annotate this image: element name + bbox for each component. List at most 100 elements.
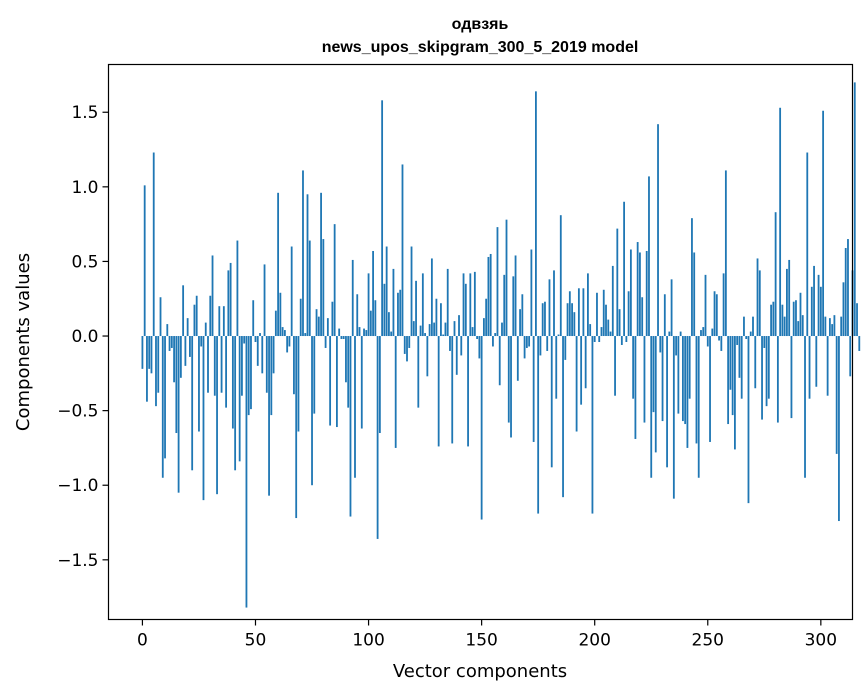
bar: [817, 274, 820, 337]
bar: [632, 336, 635, 399]
bar: [786, 268, 788, 337]
bar: [430, 258, 433, 337]
bar: [211, 255, 214, 337]
bar: [378, 336, 381, 434]
bar: [720, 336, 723, 351]
bar: [317, 316, 320, 337]
bar: [444, 322, 447, 337]
bar: [326, 318, 329, 337]
bar: [471, 327, 474, 337]
bar: [186, 318, 189, 337]
bar: [397, 292, 399, 337]
bar: [853, 82, 856, 337]
bar: [627, 291, 630, 337]
bar: [168, 336, 171, 351]
bar: [550, 336, 553, 468]
bar: [729, 336, 732, 390]
bar: [281, 327, 284, 337]
bar: [695, 336, 698, 444]
bar: [265, 336, 268, 393]
bar: [152, 152, 155, 337]
bar: [216, 336, 218, 495]
bar: [618, 309, 621, 337]
bar: [711, 328, 714, 337]
bar: [225, 336, 227, 408]
bar: [403, 336, 406, 354]
bar: [553, 270, 555, 337]
bar: [525, 336, 528, 348]
bar: [648, 176, 650, 337]
bar: [243, 336, 246, 344]
bar: [293, 336, 295, 395]
bar: [546, 336, 549, 351]
bar: [523, 336, 526, 359]
bar: [141, 336, 144, 369]
bar: [652, 336, 655, 413]
bar: [709, 336, 711, 442]
bar: [351, 259, 354, 337]
x-tick-label: 300: [805, 631, 837, 651]
bar: [731, 336, 734, 416]
bar: [756, 258, 759, 337]
bar: [754, 336, 757, 389]
bar: [311, 336, 313, 486]
bar: [453, 321, 456, 337]
bar: [399, 289, 402, 337]
bars: [141, 82, 861, 608]
bar: [657, 124, 659, 337]
bar: [143, 185, 146, 337]
bar: [808, 336, 811, 399]
chart-title-line1: одвзяь: [452, 16, 509, 33]
bar: [442, 334, 445, 337]
bar: [516, 336, 519, 381]
bar: [408, 336, 411, 348]
bar: [684, 336, 687, 425]
bar: [765, 336, 768, 407]
bar: [363, 328, 365, 337]
bar: [250, 336, 252, 410]
bar: [290, 246, 293, 337]
bar: [767, 336, 770, 399]
bar: [234, 336, 237, 471]
bar: [252, 300, 255, 337]
bar: [369, 310, 372, 337]
bar: [596, 292, 598, 337]
bar: [512, 276, 515, 337]
x-tick-label: 200: [578, 631, 610, 651]
bar: [173, 336, 175, 383]
bar: [451, 336, 454, 444]
bar: [238, 336, 241, 462]
bar: [283, 330, 286, 337]
bar: [749, 331, 752, 337]
bar: [575, 336, 578, 432]
bar: [356, 294, 359, 337]
bar: [345, 336, 347, 383]
bar: [198, 336, 200, 432]
bar: [591, 336, 594, 514]
bar: [376, 336, 379, 539]
bar: [833, 315, 836, 337]
bar: [166, 324, 169, 337]
bar: [589, 324, 592, 337]
bar: [747, 336, 750, 504]
bar: [704, 274, 707, 337]
bar: [236, 240, 239, 337]
bar: [159, 297, 162, 337]
bar: [482, 318, 485, 337]
bar: [541, 303, 544, 337]
bar: [781, 304, 784, 337]
bar: [636, 242, 639, 337]
bar: [342, 336, 345, 340]
bar: [272, 336, 275, 374]
bar: [691, 218, 693, 337]
bar: [460, 336, 463, 356]
bar: [191, 336, 194, 471]
bar: [634, 336, 637, 439]
bar: [645, 250, 648, 337]
bar: [336, 336, 338, 428]
bar: [668, 331, 671, 337]
bar: [390, 331, 393, 337]
bar: [666, 336, 668, 468]
bar: [385, 246, 388, 337]
